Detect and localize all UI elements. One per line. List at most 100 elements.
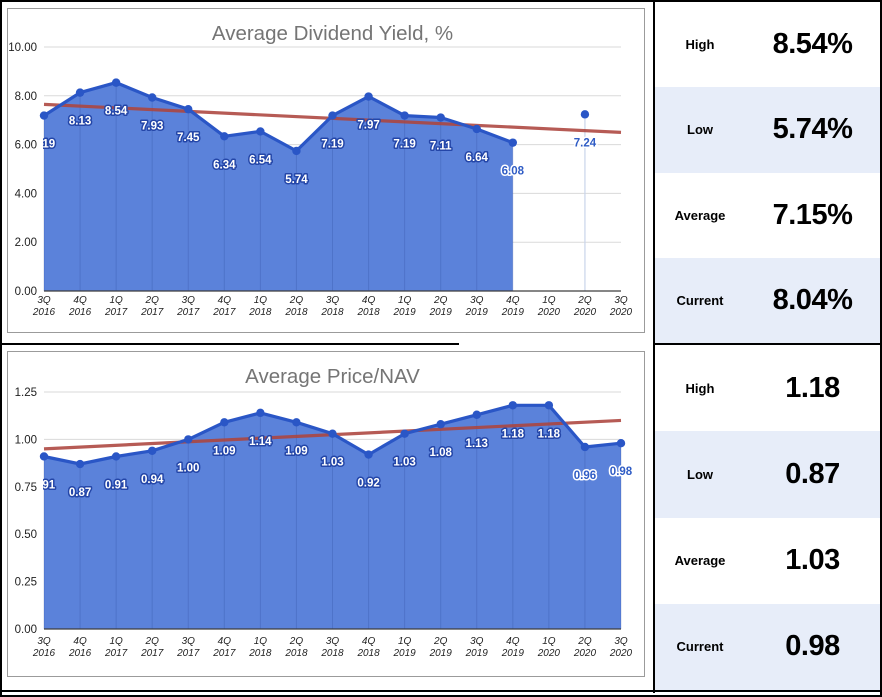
svg-text:2019: 2019: [429, 307, 453, 318]
svg-text:2017: 2017: [104, 648, 128, 659]
svg-text:2019: 2019: [393, 307, 417, 318]
svg-text:0.00: 0.00: [15, 286, 37, 298]
svg-text:2017: 2017: [176, 648, 200, 659]
svg-text:1.03: 1.03: [393, 457, 415, 469]
svg-text:3Q: 3Q: [326, 295, 340, 306]
svg-text:2020: 2020: [609, 648, 633, 659]
svg-text:7.97: 7.97: [357, 120, 379, 132]
svg-text:3Q: 3Q: [470, 295, 484, 306]
svg-text:2017: 2017: [140, 307, 164, 318]
svg-text:10.00: 10.00: [8, 42, 37, 54]
svg-text:2018: 2018: [320, 648, 344, 659]
svg-text:7.24: 7.24: [574, 137, 597, 149]
stat-value: 1.03: [785, 544, 840, 577]
svg-text:Average Dividend Yield, %: Average Dividend Yield, %: [212, 22, 453, 45]
svg-text:2016: 2016: [32, 307, 56, 318]
svg-text:0.75: 0.75: [15, 482, 37, 494]
svg-text:3Q: 3Q: [37, 636, 51, 647]
svg-text:2016: 2016: [68, 648, 92, 659]
stat-value: 5.74%: [772, 113, 853, 146]
price-nav-stats-panel: High 1.18 Low 0.87 Average 1.03 Current …: [655, 345, 880, 690]
svg-text:2018: 2018: [356, 307, 380, 318]
stat-row-high[interactable]: High 8.54%: [655, 2, 880, 87]
svg-text:Average Price/NAV: Average Price/NAV: [245, 365, 420, 388]
stat-label: Current: [676, 639, 724, 655]
stat-value: 7.15%: [772, 198, 853, 231]
stat-row-current[interactable]: Current 8.04%: [655, 257, 880, 343]
svg-text:2Q: 2Q: [289, 636, 304, 647]
svg-text:0.25: 0.25: [15, 577, 37, 589]
svg-text:2Q: 2Q: [433, 295, 448, 306]
svg-text:7.19: 7.19: [33, 139, 55, 151]
stat-row-high[interactable]: High 1.18: [655, 345, 880, 431]
cell-border-vertical: [653, 2, 655, 693]
svg-text:0.50: 0.50: [15, 529, 37, 541]
svg-text:2019: 2019: [465, 307, 489, 318]
stat-value: 1.18: [785, 371, 840, 404]
svg-text:1.08: 1.08: [429, 447, 452, 459]
svg-text:0.96: 0.96: [574, 470, 596, 482]
svg-text:1.13: 1.13: [466, 438, 488, 450]
svg-text:6.64: 6.64: [466, 152, 489, 164]
svg-text:0.98: 0.98: [610, 466, 633, 478]
svg-text:1Q: 1Q: [542, 295, 556, 306]
svg-text:1Q: 1Q: [398, 636, 412, 647]
stat-label: Current: [676, 292, 724, 308]
svg-text:2Q: 2Q: [145, 636, 160, 647]
price-nav-chart[interactable]: 1.25 1.00 0.75 0.50 0.25 0.00 0.91 0.87 0.91 0.94…: [7, 351, 645, 677]
svg-text:6.54: 6.54: [249, 154, 272, 166]
stat-value: 8.54%: [772, 28, 853, 61]
svg-text:3Q: 3Q: [614, 295, 628, 306]
svg-text:3Q: 3Q: [326, 636, 340, 647]
svg-text:1.25: 1.25: [15, 387, 37, 399]
svg-text:0.91: 0.91: [105, 479, 128, 491]
svg-text:2018: 2018: [356, 648, 380, 659]
svg-text:6.00: 6.00: [15, 140, 37, 152]
svg-text:2017: 2017: [104, 307, 128, 318]
svg-text:7.19: 7.19: [321, 139, 343, 151]
svg-text:1Q: 1Q: [254, 636, 268, 647]
price-nav-chart-canvas: 1.25 1.00 0.75 0.50 0.25 0.00 0.91 0.87 0.91 0.94…: [15, 365, 634, 659]
svg-text:2020: 2020: [537, 307, 561, 318]
svg-text:4Q: 4Q: [218, 295, 232, 306]
stat-row-current[interactable]: Current 0.98: [655, 603, 880, 690]
svg-text:2018: 2018: [284, 307, 308, 318]
svg-text:1.00: 1.00: [177, 462, 199, 474]
bottom-border: [2, 690, 880, 692]
svg-text:2016: 2016: [32, 648, 56, 659]
stat-row-low[interactable]: Low 5.74%: [655, 87, 880, 173]
stat-row-low[interactable]: Low 0.87: [655, 431, 880, 518]
svg-text:4Q: 4Q: [506, 295, 520, 306]
svg-text:2Q: 2Q: [289, 295, 304, 306]
cell-border-horizontal: [2, 343, 459, 345]
svg-text:2Q: 2Q: [577, 636, 592, 647]
dividend-yield-chart[interactable]: 10.00 8.00 6.00 4.00 2.00 0.00 7.19 8.13 8.54 7.9…: [7, 8, 645, 333]
dividend-yield-stats-panel: High 8.54% Low 5.74% Average 7.15% Curre…: [655, 2, 880, 343]
svg-text:0.92: 0.92: [357, 478, 379, 490]
svg-text:1.18: 1.18: [502, 428, 525, 440]
svg-text:0.00: 0.00: [15, 624, 37, 636]
svg-text:3Q: 3Q: [37, 295, 51, 306]
svg-text:6.08: 6.08: [502, 166, 525, 178]
svg-text:4Q: 4Q: [362, 295, 376, 306]
svg-text:1.00: 1.00: [15, 434, 37, 446]
svg-text:2020: 2020: [537, 648, 561, 659]
svg-text:2018: 2018: [248, 307, 272, 318]
panel-divider: [653, 343, 880, 345]
svg-text:2Q: 2Q: [433, 636, 448, 647]
svg-text:2017: 2017: [212, 648, 236, 659]
stat-row-average[interactable]: Average 1.03: [655, 518, 880, 604]
stat-value: 0.98: [785, 630, 840, 663]
svg-text:6.34: 6.34: [213, 159, 236, 171]
svg-text:2016: 2016: [68, 307, 92, 318]
svg-text:2017: 2017: [176, 307, 200, 318]
stat-row-average[interactable]: Average 7.15%: [655, 173, 880, 258]
svg-text:0.91: 0.91: [33, 479, 56, 491]
svg-text:2019: 2019: [465, 648, 489, 659]
svg-text:5.74: 5.74: [285, 174, 308, 186]
svg-text:2018: 2018: [320, 307, 344, 318]
stat-label: Average: [674, 553, 726, 569]
svg-text:8.13: 8.13: [69, 116, 91, 128]
svg-text:2020: 2020: [573, 648, 597, 659]
